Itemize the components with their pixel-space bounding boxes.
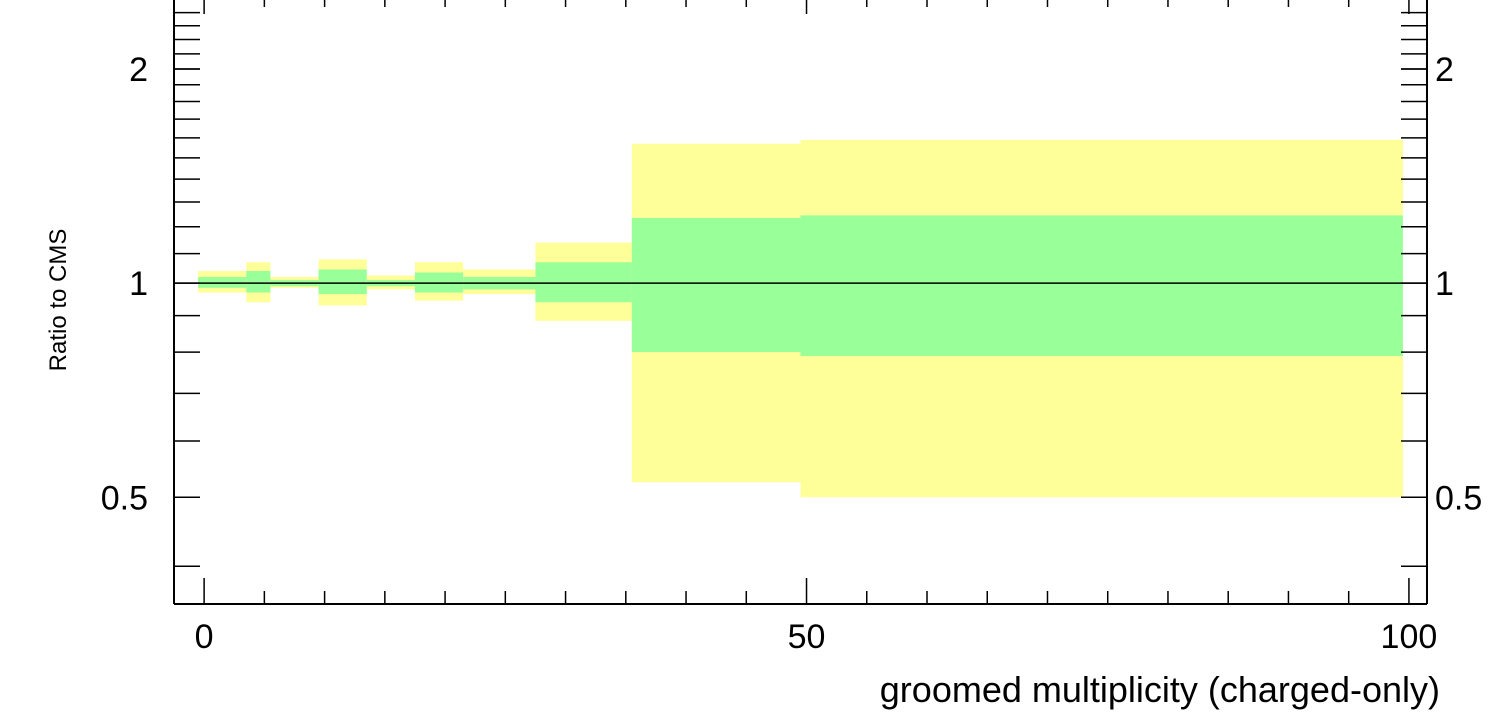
inner-band-bin-7 (535, 262, 632, 303)
y-tick-label-left: 0.5 (101, 479, 148, 517)
y-tick-label-right: 0.5 (1435, 479, 1482, 517)
y-tick-label-left: 2 (129, 51, 148, 89)
x-tick-label: 50 (788, 618, 826, 656)
inner-band-bin-3 (318, 269, 367, 295)
x-tick-label: 0 (195, 618, 214, 656)
x-tick-label: 100 (1381, 618, 1438, 656)
y-tick-label-right: 2 (1435, 51, 1454, 89)
y-tick-label-left: 1 (129, 265, 148, 303)
inner-band-bin-9 (800, 215, 1403, 356)
axis-ticks (174, 0, 1427, 604)
y-tick-label-right: 1 (1435, 265, 1454, 303)
inner-band-bin-1 (246, 271, 271, 293)
inner-uncertainty-bands (198, 215, 1403, 356)
axis-tick-labels: 0 50 100 0.5 0.5 1 1 2 2 (101, 51, 1483, 656)
y-axis-title: Ratio to CMS (45, 229, 72, 372)
inner-band-bin-8 (631, 217, 801, 353)
x-axis-title: groomed multiplicity (charged-only) (880, 669, 1440, 710)
